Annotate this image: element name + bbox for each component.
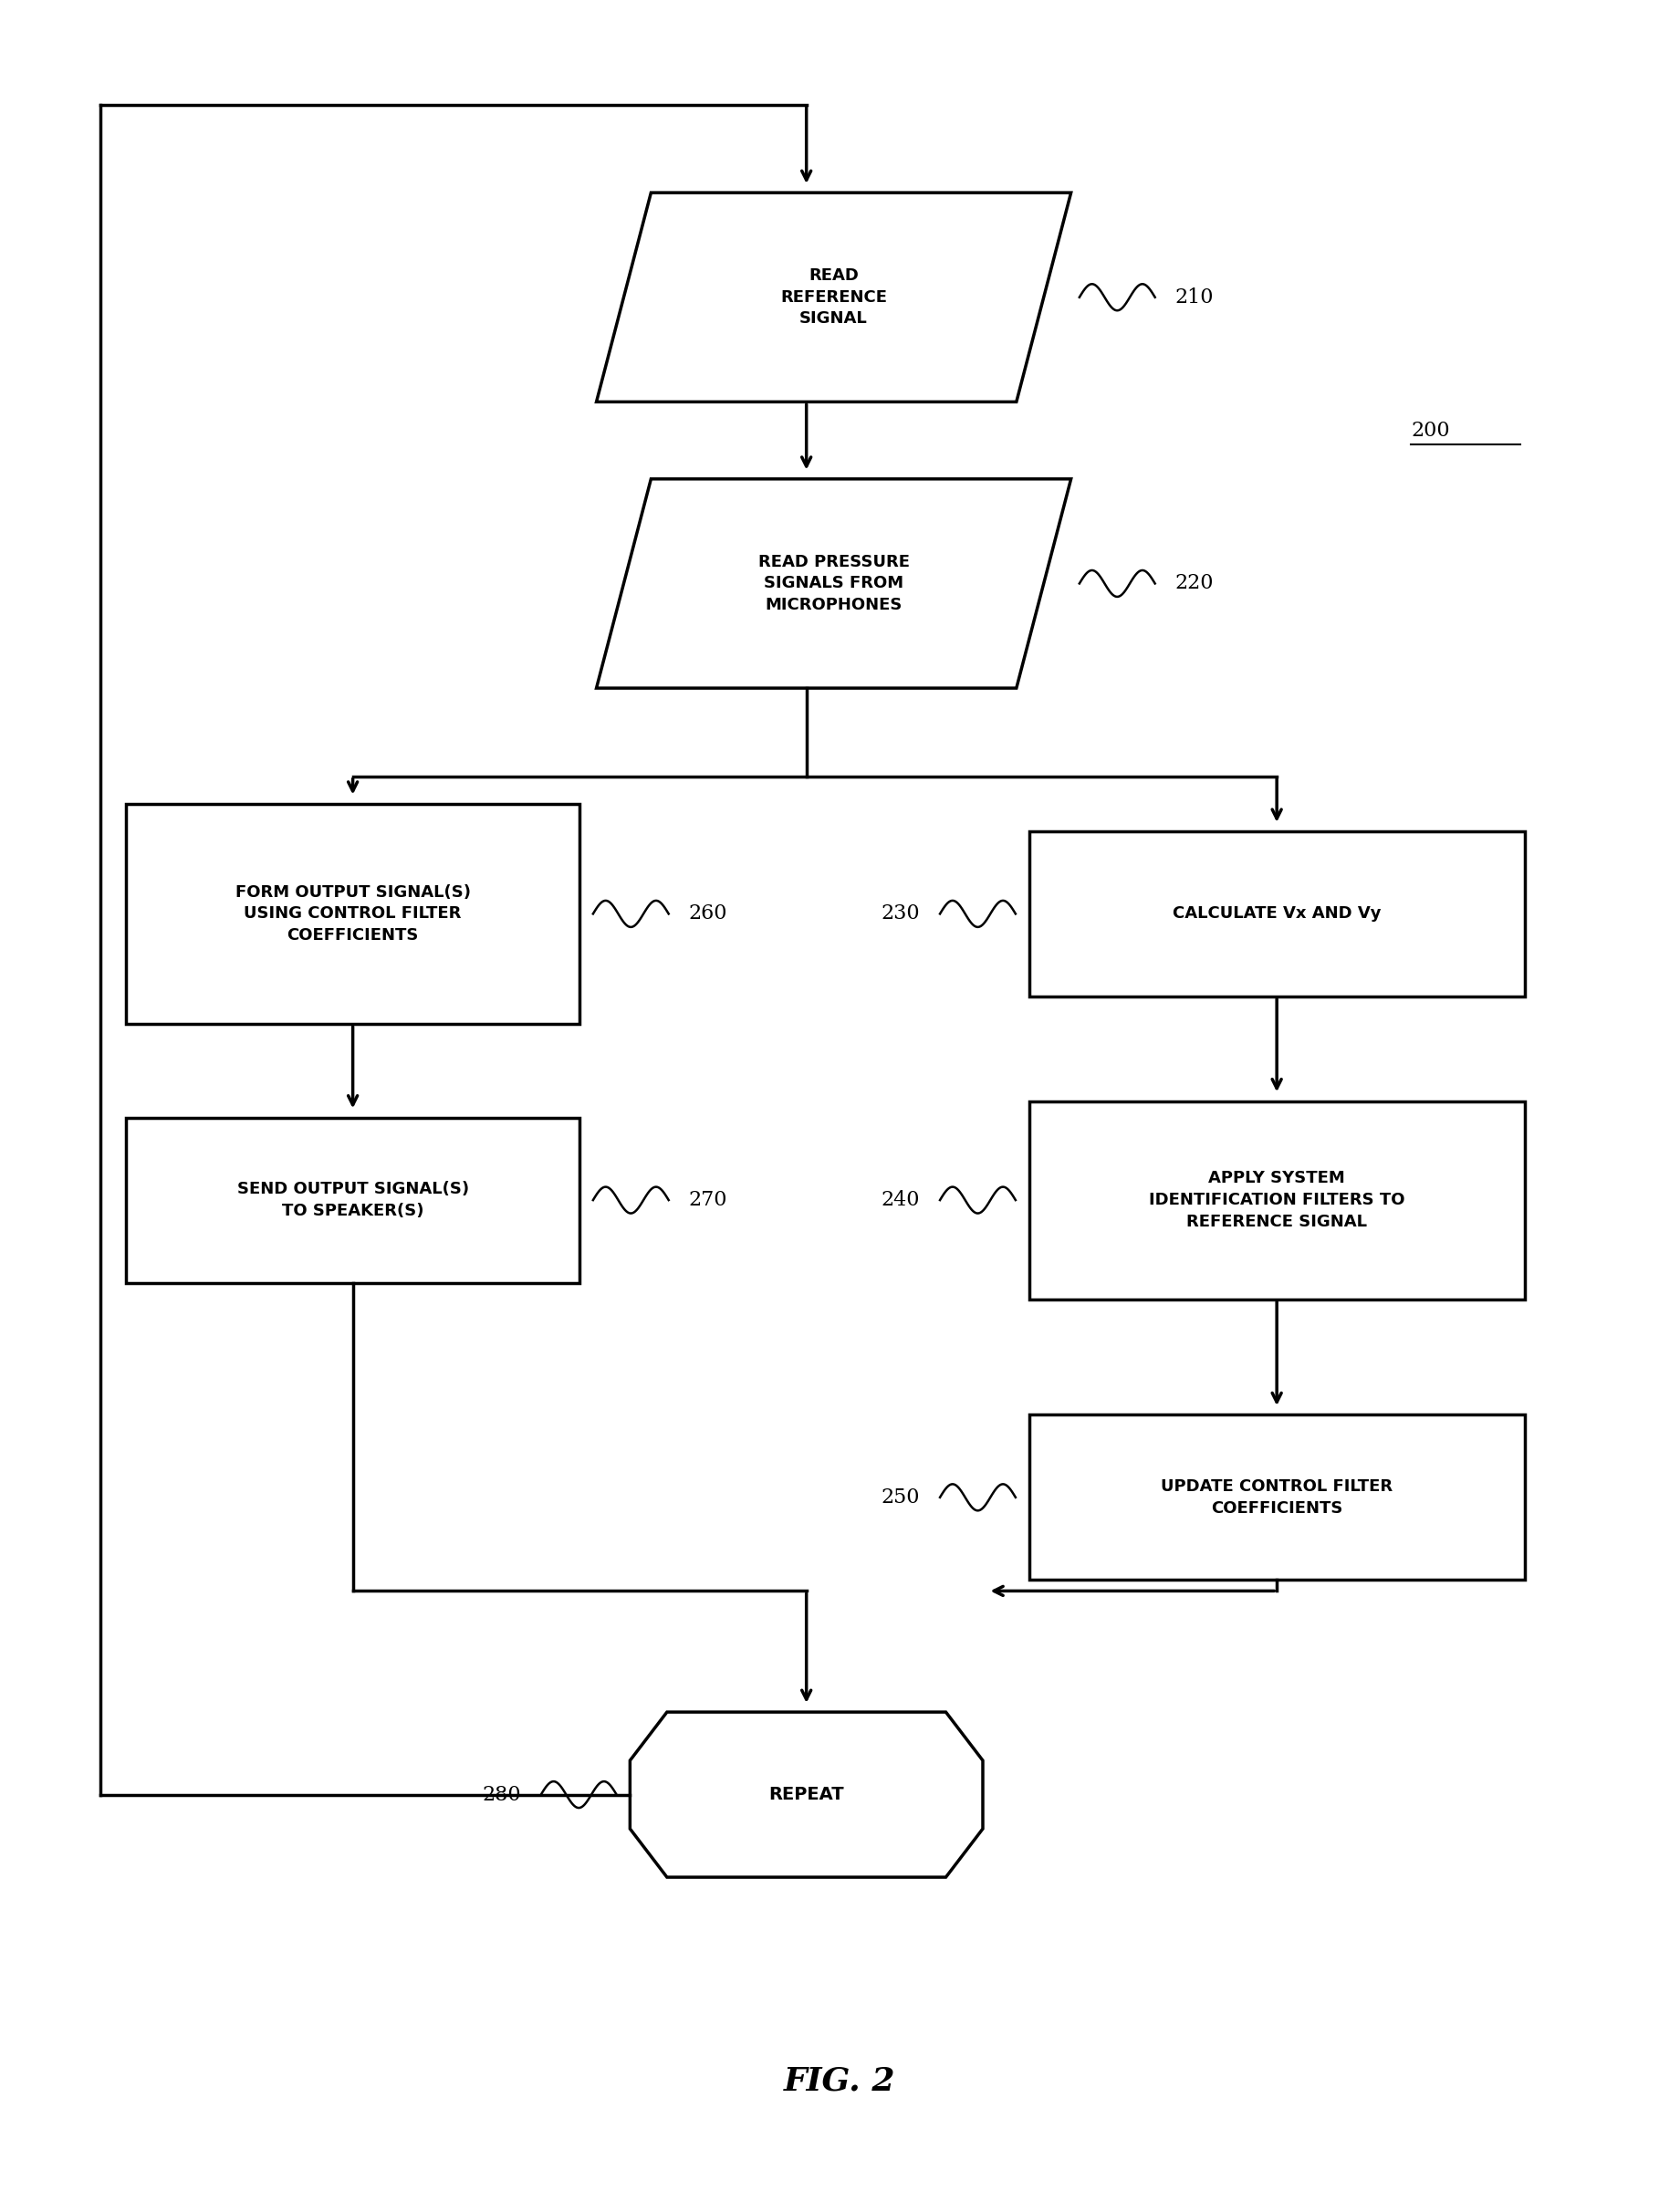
Text: 230: 230 xyxy=(880,903,921,925)
Bar xyxy=(126,1116,580,1282)
Text: 210: 210 xyxy=(1176,286,1215,308)
Text: CALCULATE Vx AND Vy: CALCULATE Vx AND Vy xyxy=(1173,905,1381,923)
Text: FORM OUTPUT SIGNAL(S)
USING CONTROL FILTER
COEFFICIENTS: FORM OUTPUT SIGNAL(S) USING CONTROL FILT… xyxy=(235,883,470,945)
Text: UPDATE CONTROL FILTER
COEFFICIENTS: UPDATE CONTROL FILTER COEFFICIENTS xyxy=(1161,1478,1393,1517)
Text: 260: 260 xyxy=(689,903,727,925)
Text: READ
REFERENCE
SIGNAL: READ REFERENCE SIGNAL xyxy=(780,266,887,328)
Text: SEND OUTPUT SIGNAL(S)
TO SPEAKER(S): SEND OUTPUT SIGNAL(S) TO SPEAKER(S) xyxy=(237,1180,469,1220)
Text: FIG. 2: FIG. 2 xyxy=(785,2065,895,2096)
Text: 240: 240 xyxy=(880,1189,921,1211)
Bar xyxy=(126,804,580,1024)
Text: READ PRESSURE
SIGNALS FROM
MICROPHONES: READ PRESSURE SIGNALS FROM MICROPHONES xyxy=(758,553,909,614)
Bar xyxy=(1028,1416,1524,1581)
Bar xyxy=(1028,1101,1524,1299)
Polygon shape xyxy=(596,194,1070,401)
Polygon shape xyxy=(630,1713,983,1876)
Text: 220: 220 xyxy=(1176,573,1215,595)
Text: 280: 280 xyxy=(482,1784,521,1806)
Text: 200: 200 xyxy=(1411,421,1450,440)
Polygon shape xyxy=(596,480,1070,687)
Text: REPEAT: REPEAT xyxy=(769,1786,843,1803)
Text: 250: 250 xyxy=(880,1486,921,1508)
Text: 270: 270 xyxy=(689,1189,727,1211)
Bar xyxy=(1028,832,1524,995)
Text: APPLY SYSTEM
IDENTIFICATION FILTERS TO
REFERENCE SIGNAL: APPLY SYSTEM IDENTIFICATION FILTERS TO R… xyxy=(1149,1169,1404,1231)
